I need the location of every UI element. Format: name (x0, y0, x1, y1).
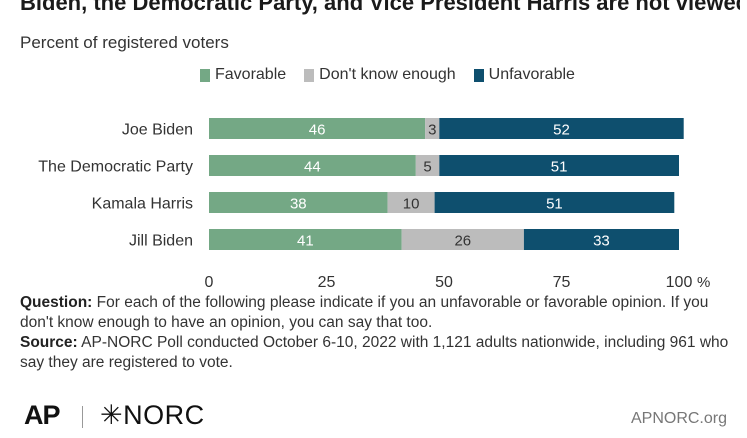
chart-notes: Question: For each of the following plea… (20, 293, 735, 373)
legend-item-unfavorable: Unfavorable (473, 66, 575, 84)
source-note: Source: AP-NORC Poll conducted October 6… (20, 333, 735, 373)
category-label-joe-biden: Joe Biden (122, 122, 193, 139)
x-tick-label-100: 100 (666, 274, 693, 290)
data-label-jill-biden-unfavorable: 33 (593, 233, 610, 250)
bar-the-democratic-party-don-t-know-enough (415, 155, 440, 176)
data-label-joe-biden-don-t-know-enough: 3 (428, 122, 436, 139)
data-label-jill-biden-don-t-know-enough: 26 (454, 233, 471, 250)
category-label-jill-biden: Jill Biden (129, 233, 193, 250)
legend-swatch-dont-know (304, 68, 315, 82)
legend: Favorable Don't know enough Unfavorable (200, 66, 593, 84)
legend-item-favorable: Favorable (200, 66, 286, 84)
bar-jill-biden-favorable (209, 229, 402, 250)
bar-the-democratic-party-favorable (209, 155, 416, 176)
x-tick-label-0: 0 (205, 274, 214, 290)
data-label-the-democratic-party-favorable: 44 (304, 159, 321, 176)
footer: AP ✳NORC APNORC.org (0, 398, 747, 438)
data-label-jill-biden-favorable: 41 (297, 233, 314, 250)
question-note: Question: For each of the following plea… (20, 293, 735, 333)
ap-logo: AP (24, 400, 61, 430)
x-axis-unit: % (697, 274, 710, 290)
chart-title: Biden, the Democratic Party, and Vice Pr… (20, 0, 740, 15)
bar-jill-biden-unfavorable (523, 229, 679, 250)
norc-logo: ✳NORC (100, 400, 205, 430)
bar-the-democratic-party-unfavorable (439, 155, 679, 176)
question-text: For each of the following please indicat… (20, 294, 709, 331)
question-label: Question: (20, 294, 93, 311)
bar-kamala-harris-don-t-know-enough (387, 192, 435, 213)
category-label-the-democratic-party: The Democratic Party (38, 159, 193, 176)
legend-label-favorable: Favorable (215, 66, 287, 83)
source-label: Source: (20, 334, 78, 351)
legend-swatch-unfavorable (473, 68, 484, 82)
data-label-joe-biden-favorable: 46 (309, 122, 326, 139)
bar-joe-biden-don-t-know-enough (425, 118, 440, 139)
stacked-bar-chart: Joe Biden 46 3 52 The Democratic Party 44 5 51 K… (38, 118, 710, 290)
category-label-kamala-harris: Kamala Harris (92, 196, 193, 213)
x-tick-label-25: 25 (318, 274, 336, 290)
logo-divider (82, 406, 83, 428)
source-text: AP-NORC Poll conducted October 6-10, 202… (20, 334, 729, 371)
legend-label-dont-know: Don't know enough (319, 66, 456, 83)
x-tick-label-75: 75 (553, 274, 571, 290)
site-link[interactable]: APNORC.org (630, 410, 727, 427)
legend-item-dont-know: Don't know enough (304, 66, 456, 84)
data-label-kamala-harris-favorable: 38 (290, 196, 307, 213)
bar-joe-biden-unfavorable (439, 118, 684, 139)
bar-joe-biden-favorable (209, 118, 426, 139)
bar-jill-biden-don-t-know-enough (401, 229, 524, 250)
bar-kamala-harris-unfavorable (434, 192, 675, 213)
data-label-the-democratic-party-don-t-know-enough: 5 (423, 159, 431, 176)
data-label-joe-biden-unfavorable: 52 (553, 122, 570, 139)
data-label-the-democratic-party-unfavorable: 51 (551, 159, 568, 176)
data-label-kamala-harris-unfavorable: 51 (546, 196, 563, 213)
x-tick-label-50: 50 (435, 274, 453, 290)
data-label-kamala-harris-don-t-know-enough: 10 (403, 196, 420, 213)
legend-swatch-favorable (200, 68, 210, 82)
chart-subtitle: Percent of registered voters (20, 33, 229, 52)
bar-kamala-harris-favorable (209, 192, 388, 213)
legend-label-unfavorable: Unfavorable (488, 66, 575, 83)
